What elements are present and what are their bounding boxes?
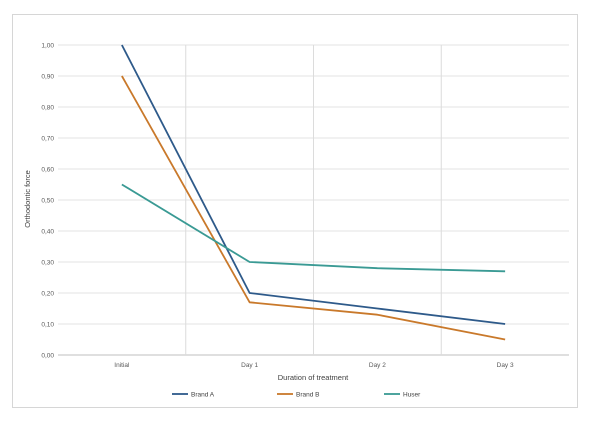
x-tick-label: Day 3 — [497, 362, 514, 369]
y-tick-label: 0,90 — [41, 73, 54, 80]
x-tick-label: Initial — [114, 362, 130, 369]
y-tick-label: 0,50 — [41, 197, 54, 204]
legend-label: Brand B — [296, 391, 320, 398]
series-line — [121, 75, 506, 341]
y-tick-label: 0,40 — [41, 228, 54, 235]
x-axis-title: Duration of treatment — [278, 373, 349, 382]
y-axis-title: Orthodontic force — [23, 170, 32, 228]
x-tick-label: Day 2 — [369, 362, 386, 369]
y-tick-label: 0,20 — [41, 290, 54, 297]
y-axis-ticks: 0,00 0,10 0,20 0,30 0,40 0,50 0,60 0,70 0,80 0,90… — [41, 42, 54, 359]
series-lines — [121, 44, 506, 341]
legend-label: Huser — [403, 391, 421, 398]
y-tick-label: 0,00 — [41, 352, 54, 359]
y-tick-label: 1,00 — [41, 42, 54, 49]
series-line — [121, 44, 506, 325]
y-tick-label: 0,60 — [41, 166, 54, 173]
y-tick-label: 0,30 — [41, 259, 54, 266]
y-tick-label: 0,70 — [41, 135, 54, 142]
x-tick-label: Day 1 — [241, 362, 258, 369]
chart-frame — [12, 14, 578, 408]
gridlines — [58, 44, 569, 356]
legend-label: Brand A — [191, 391, 215, 398]
y-tick-label: 0,10 — [41, 321, 54, 328]
series-line — [121, 183, 506, 273]
legend: Brand A Brand B Huser — [172, 391, 421, 398]
x-axis-ticks: Initial Day 1 Day 2 Day 3 — [114, 362, 514, 369]
y-tick-label: 0,80 — [41, 104, 54, 111]
